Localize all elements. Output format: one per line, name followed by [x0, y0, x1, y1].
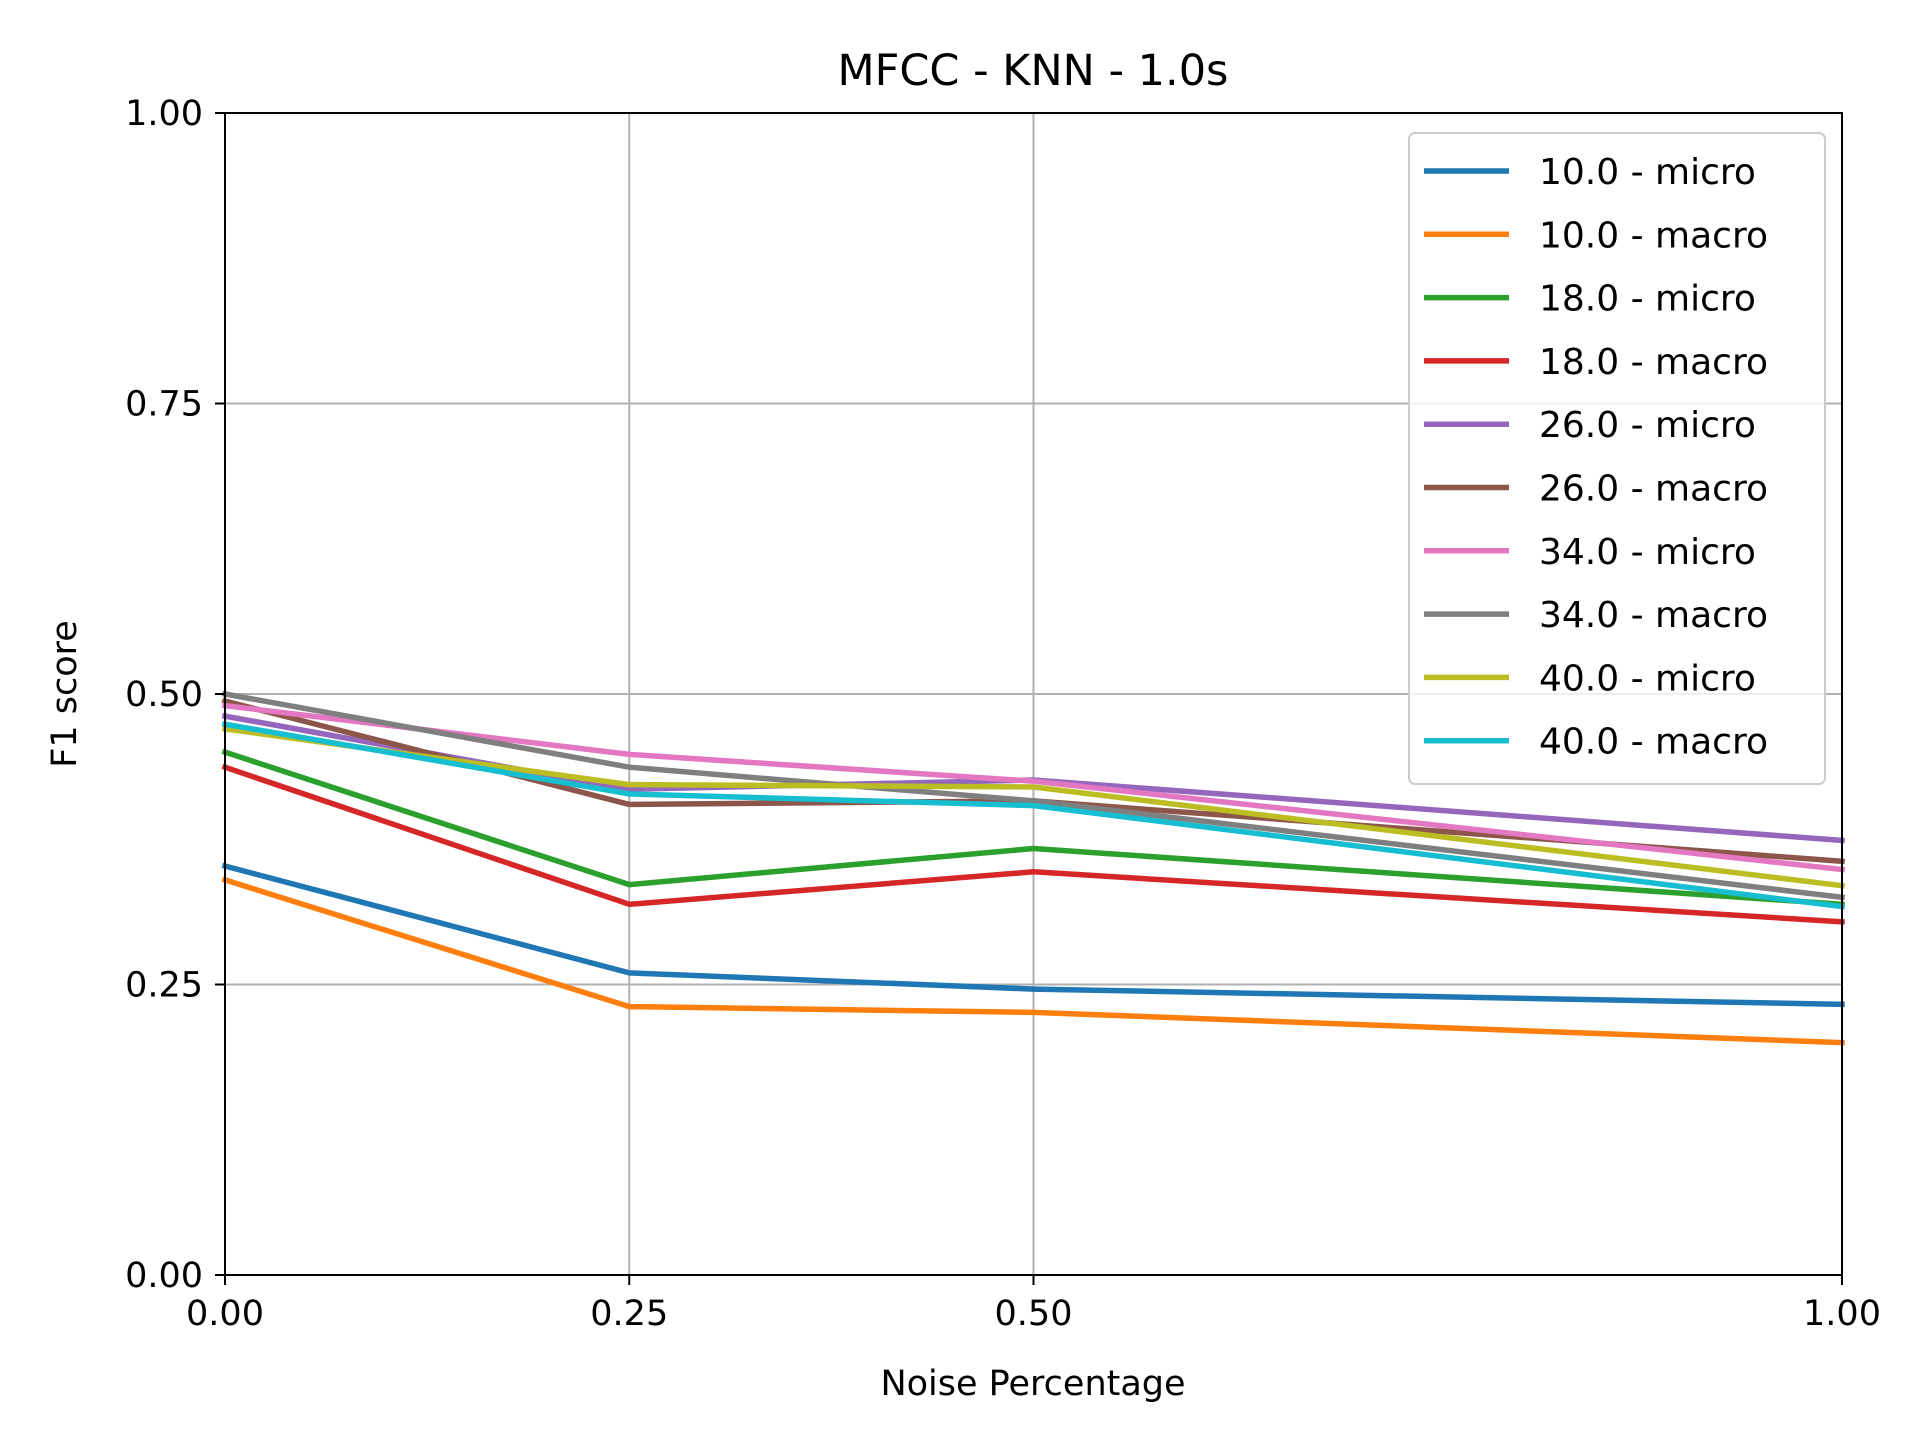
legend-label: 34.0 - micro — [1539, 532, 1756, 573]
legend: 10.0 - micro 10.0 - macro 18.0 - micro 18.0… — [1408, 132, 1826, 785]
series-line-18-0-macro — [221, 763, 1845, 925]
y-tick-label: 0.50 — [125, 675, 203, 715]
x-tick-label: 0.50 — [995, 1294, 1073, 1334]
x-tick-label: 0.00 — [186, 1294, 264, 1334]
legend-label: 40.0 - micro — [1539, 658, 1756, 699]
y-tick-label: 0.00 — [125, 1256, 203, 1296]
y-tick-label: 0.75 — [125, 385, 203, 425]
y-axis-label: F1 score — [45, 620, 85, 768]
series-line-10-0-macro — [221, 876, 1845, 1046]
series-line-26-0-macro — [221, 697, 1845, 865]
legend-label: 34.0 - macro — [1539, 595, 1768, 636]
series-lines — [221, 690, 1846, 1046]
legend-label: 10.0 - micro — [1539, 152, 1756, 193]
legend-label: 18.0 - macro — [1539, 342, 1768, 383]
series-line-18-0-micro — [221, 748, 1845, 908]
x-axis: 0.00 0.25 0.50 1.00 — [186, 1275, 1881, 1334]
series-line-40-0-macro — [221, 721, 1846, 910]
legend-box — [1408, 132, 1826, 785]
x-tick-label: 1.00 — [1803, 1294, 1881, 1334]
x-tick-label: 0.25 — [590, 1294, 668, 1334]
legend-label: 26.0 - micro — [1539, 405, 1756, 446]
legend-label: 40.0 - macro — [1539, 722, 1768, 763]
x-axis-label: Noise Percentage — [880, 1364, 1185, 1404]
chart-title: MFCC - KNN - 1.0s — [838, 46, 1229, 96]
legend-label: 26.0 - macro — [1539, 469, 1768, 510]
y-tick-label: 0.25 — [125, 966, 203, 1006]
y-axis: 0.00 0.25 0.50 0.75 1.00 — [125, 94, 225, 1296]
series-line-10-0-micro — [221, 862, 1845, 1008]
legend-label: 10.0 - macro — [1539, 215, 1768, 256]
y-tick-label: 1.00 — [125, 94, 203, 134]
legend-label: 18.0 - micro — [1539, 279, 1756, 320]
